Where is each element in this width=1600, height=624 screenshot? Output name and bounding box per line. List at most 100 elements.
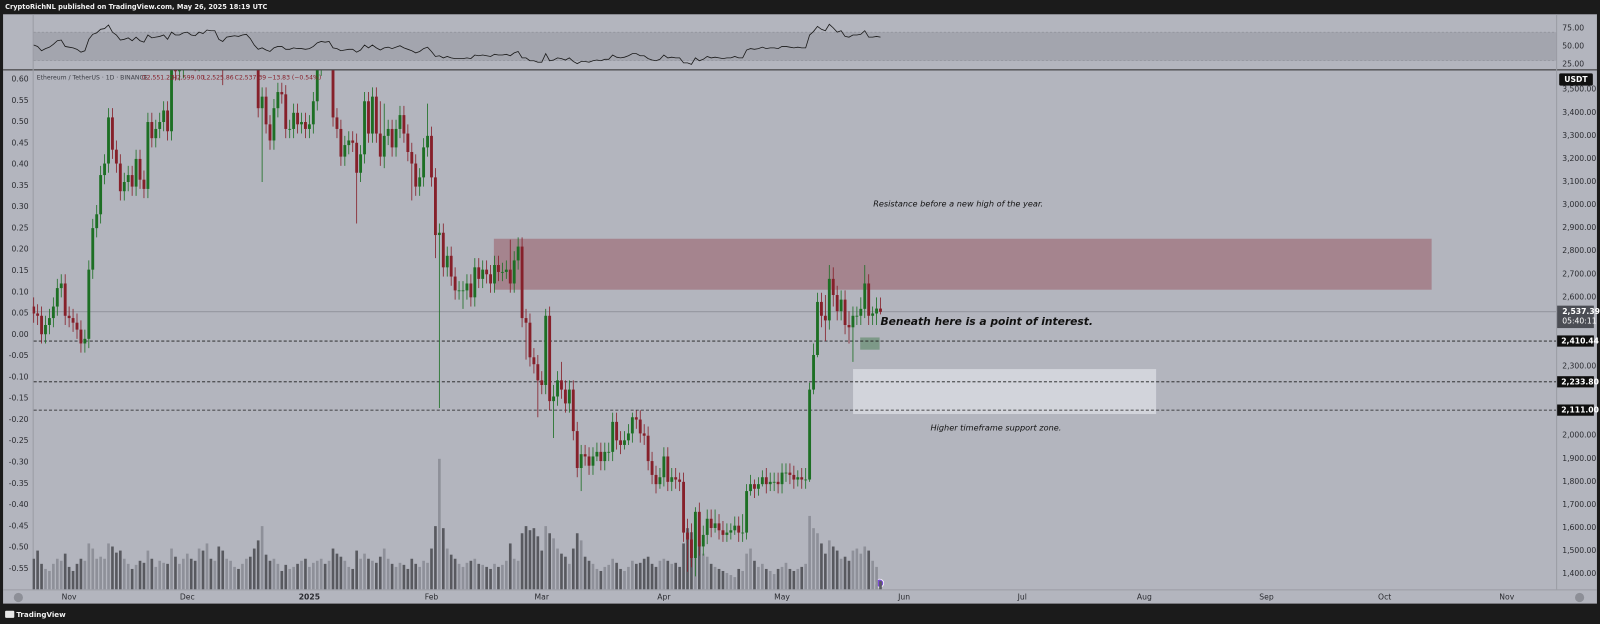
volume-bar [430,548,433,590]
volume-bar [505,560,508,590]
volume-bar [394,566,398,590]
volume-bar [820,543,823,590]
volume-bar [217,546,221,590]
volume-bar [170,548,173,590]
volume-bar [859,553,863,590]
candle-body [276,92,280,109]
level-label: 2,111.00 [1561,406,1599,415]
candle-body [879,308,882,312]
settings-button[interactable] [13,592,23,603]
candle-body [493,265,496,284]
volume-bar [812,528,815,590]
volume-bar [95,558,99,590]
candle-body [453,276,457,291]
legend-change: −13.83 (−0.54%) [267,74,321,81]
y2-tick-label: 0.00 [12,330,29,339]
volume-bar [552,538,555,590]
chart-background [3,14,1597,604]
candle-body [398,115,402,129]
volume-bar [642,558,646,590]
candle-body [520,246,524,319]
volume-bar [445,548,449,590]
candle-body [796,477,800,480]
volume-bar [241,563,244,590]
candle-body [705,518,709,535]
volume-bar [398,562,402,590]
volume-bar [410,558,414,590]
y2-tick-label: 0.50 [12,117,29,126]
candle-body [753,484,756,489]
candle-body [386,128,390,136]
candle-body [485,269,489,275]
zone [853,369,1157,415]
scale-button[interactable] [1575,592,1585,603]
volume-bar [524,526,528,590]
candle-body [548,315,552,402]
candle-body [359,154,363,173]
candle-body [508,269,512,284]
volume-bar [556,548,559,590]
y-tick-label: 1,600.00 [1562,523,1596,532]
level-tag [1557,376,1594,388]
x-tick-label: Jul [1017,592,1027,601]
y2-tick-label: 0.05 [12,309,29,318]
volume-bar [631,560,634,590]
y2-tick-label: 0.45 [12,138,29,147]
volume-bar [879,581,882,590]
volume-bar [753,560,756,590]
volume-bar [709,563,713,590]
candle-body [654,474,658,485]
candle-body [780,472,784,485]
candle-body [630,417,634,434]
candle-body [343,145,347,157]
candle-body [174,70,177,72]
volume-bar [520,533,524,590]
candle-body [599,451,603,462]
volume-bar [252,548,256,590]
x-tick-label: Dec [180,592,195,601]
y-tick-label: 3,300.00 [1562,131,1596,140]
y-tick-label: 2,000.00 [1562,431,1596,440]
candle-body [556,380,559,397]
candle-body [741,532,745,534]
volume-bar [512,558,516,590]
y2-tick-label: -0.50 [9,543,29,552]
volume-bar [32,558,35,590]
volume-bar [824,553,827,590]
candle-body [378,133,382,157]
candle-body [678,479,682,482]
candle-body [693,511,697,558]
candle-body [150,122,154,139]
candle-body [867,283,871,316]
volume-bar [426,562,429,590]
candle-body [118,163,122,192]
volume-bar [154,566,158,590]
candle-body [63,283,67,316]
volume-bar [225,558,228,590]
candle-body [83,338,87,344]
volume-bar [674,562,678,590]
rsi-pane [33,23,1557,65]
volume-bar [528,530,532,590]
x-tick-label: Nov [1499,592,1514,601]
volume-bar [698,540,701,590]
candle-body [36,313,40,316]
zone [860,337,880,350]
candle-body [709,518,713,528]
candle-body [713,523,717,528]
volume-bar [201,550,205,590]
candle-body [288,128,292,130]
candle-body [768,481,772,485]
volume-bar [544,526,548,590]
candle-body [776,481,780,485]
volume-bar [603,566,607,590]
volume-bar [248,556,252,590]
volume-bar [745,553,748,590]
y2-tick-label: -0.25 [9,436,29,445]
volume-bar [457,563,461,590]
candle-body [587,456,591,466]
candle-body [284,94,288,129]
candle-body [697,511,701,547]
volume-bar [213,560,217,590]
candle-body [44,324,47,335]
